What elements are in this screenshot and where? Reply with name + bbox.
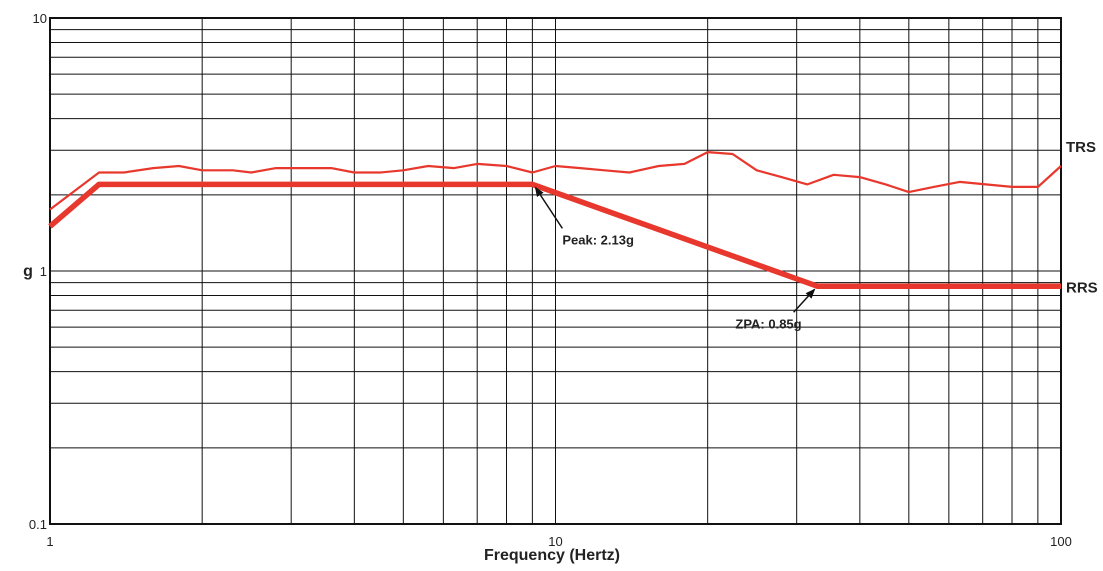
annotation-label: Peak: 2.13g (562, 232, 634, 247)
grid (49, 17, 1062, 525)
annotation-arrow (534, 186, 563, 229)
series-trs-label: TRS (1066, 139, 1096, 156)
x-tick-label: 1 (46, 534, 53, 549)
series-lines (48, 151, 1062, 290)
y-axis-title: g (23, 263, 33, 280)
y-tick-label: 1 (40, 264, 47, 279)
series-trs-line (49, 151, 1062, 211)
y-tick-label: 10 (33, 11, 47, 26)
annotation-arrow (793, 288, 816, 313)
plot-frame (49, 17, 1062, 525)
labels: Frequency (Hertz) g 1 10 100 0.1 1 10 TRS RRS (23, 11, 1098, 564)
annotation-label: ZPA: 0.85g (735, 316, 801, 331)
series-rrs-label: RRS (1066, 279, 1098, 296)
y-tick-label: 0.1 (29, 517, 47, 532)
x-tick-label: 10 (548, 534, 562, 549)
annotations: Peak: 2.13g ZPA: 0.85g (534, 186, 816, 331)
x-tick-label: 100 (1050, 534, 1072, 549)
series-rrs-line (48, 181, 1061, 290)
x-axis-title: Frequency (Hertz) (484, 547, 620, 564)
